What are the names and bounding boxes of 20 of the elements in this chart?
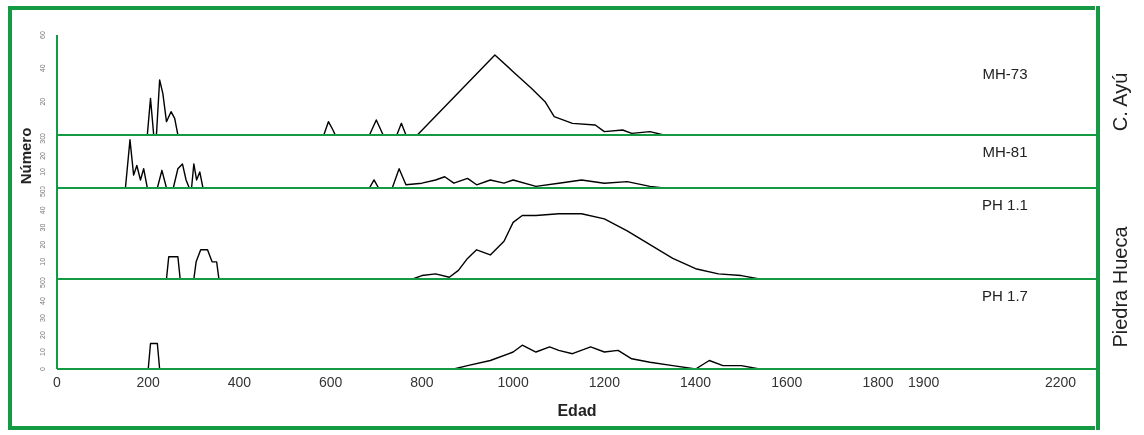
x-tick-label: 0 (53, 373, 62, 390)
x-tick-label: 600 (319, 373, 343, 390)
x-tick-label: 1200 (588, 373, 621, 390)
x-tick-label: 1600 (771, 373, 803, 390)
annotation: MH-73 (981, 65, 1029, 82)
x-tick-label: 200 (136, 373, 161, 390)
x-tick-label: 800 (410, 373, 434, 390)
annotation: PH 1.1 (981, 196, 1029, 213)
x-tick-label: 1000 (497, 373, 529, 390)
text: Piedra Hueca (1108, 224, 1132, 350)
x-tick-label: 1800 (862, 373, 894, 390)
y-axis-title: Número (16, 126, 35, 186)
text: C. Ayú (1108, 71, 1132, 133)
x-axis-title: Edad (557, 402, 597, 419)
x-tick-label: 1900 (908, 373, 940, 390)
x-tick-label: 400 (227, 373, 252, 390)
annotation: PH 1.7 (981, 287, 1029, 304)
x-tick-label: 2200 (1044, 373, 1077, 390)
annotation: MH-81 (981, 143, 1029, 160)
x-tick-label: 1400 (680, 373, 712, 390)
